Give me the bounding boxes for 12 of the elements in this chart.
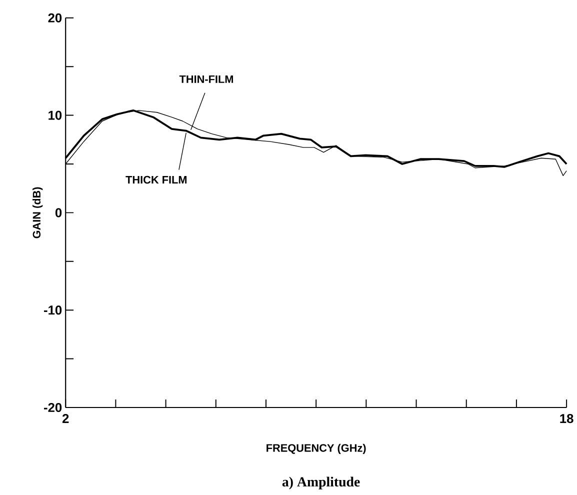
text: THICK FILM	[126, 176, 187, 184]
x-tick-label: 18	[560, 414, 574, 424]
x-axis-title: FREQUENCY (GHz)	[266, 444, 366, 454]
x-tick-label: 2	[62, 414, 69, 423]
y-tick-label: 10	[48, 110, 62, 120]
y-tick-label: 0	[55, 208, 62, 218]
text: THIN-FILM	[179, 75, 233, 83]
y-tick-label: -10	[44, 306, 62, 315]
y-tick-label: -20	[44, 402, 62, 412]
y-tick-label: 20	[48, 13, 62, 22]
text: a) Amplitude	[282, 476, 360, 490]
y-axis-title: GAIN (dB)	[32, 187, 43, 238]
